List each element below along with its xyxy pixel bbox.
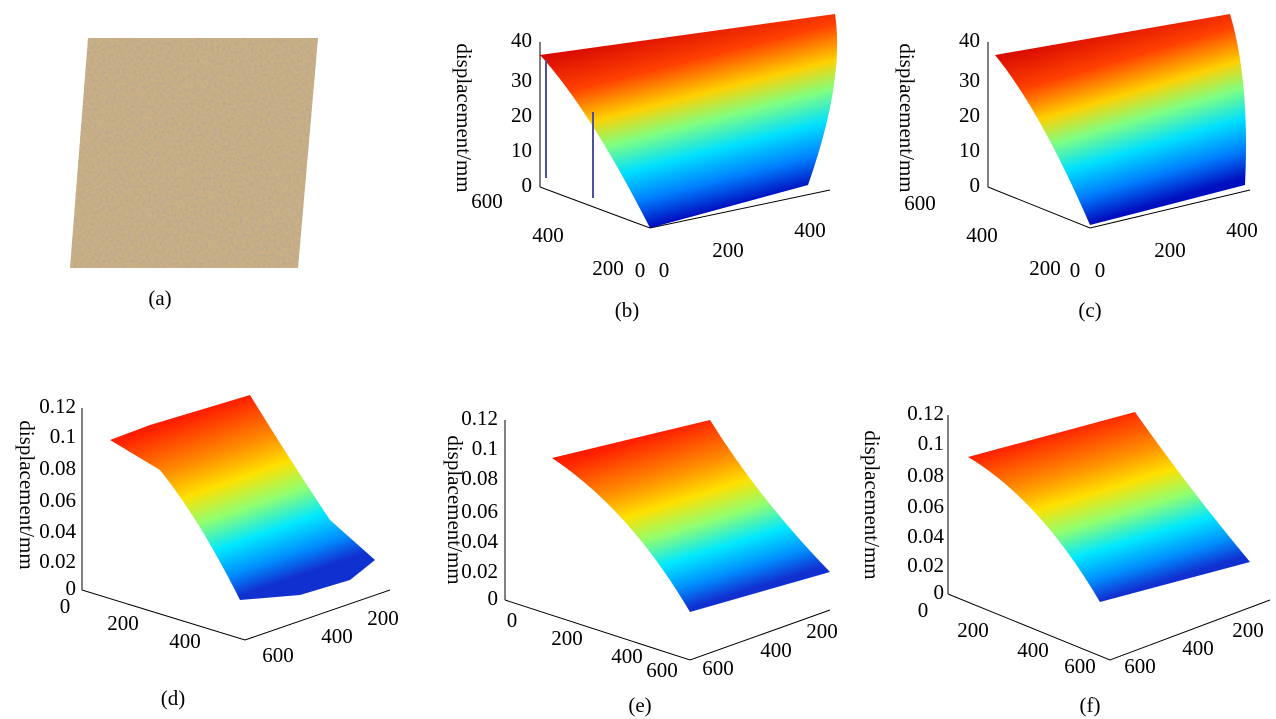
z-tick-label: 0.02 [39, 549, 76, 573]
x-tick-label: 200 [107, 611, 139, 635]
panel-label: (f) [1080, 693, 1101, 717]
z-tick-label: 0.08 [907, 463, 944, 487]
y-tick-label: 0 [1095, 258, 1106, 282]
z-tick-label: 0.06 [39, 488, 76, 512]
x-tick-label: 600 [471, 189, 503, 213]
panel-label: (d) [161, 686, 186, 710]
z-tick-label: 10 [959, 138, 980, 162]
y-tick-label: 600 [262, 643, 294, 667]
z-tick-label: 0 [522, 173, 533, 197]
z-tick-label: 0.02 [907, 553, 944, 577]
z-tick-label: 0.1 [918, 431, 944, 455]
x-tick-label: 0 [918, 598, 929, 622]
y-tick-label: 200 [367, 606, 399, 630]
y-tick-label: 600 [702, 656, 734, 680]
y-tick-label: 400 [1182, 636, 1214, 660]
y-tick-label: 200 [806, 619, 838, 643]
z-tick-label: 0.04 [907, 524, 944, 548]
x-tick-label: 400 [611, 644, 643, 668]
z-tick-label: 0 [934, 580, 945, 604]
panel-label: (e) [628, 693, 651, 717]
z-tick-label: 0.1 [472, 436, 498, 460]
z-axis-label: displacement/mm [452, 43, 476, 192]
z-tick-label: 0.12 [461, 406, 498, 430]
z-tick-label: 10 [511, 138, 532, 162]
z-tick-label: 0.1 [50, 424, 76, 448]
x-tick-label: 0 [635, 258, 646, 282]
z-tick-label: 0.08 [461, 466, 498, 490]
x-tick-label: 200 [592, 256, 624, 280]
x-tick-label: 0 [1070, 258, 1081, 282]
z-tick-label: 0 [970, 173, 981, 197]
z-tick-label: 0.06 [461, 499, 498, 523]
y-tick-label: 600 [1124, 654, 1156, 678]
z-tick-label: 0.12 [39, 394, 76, 418]
z-tick-label: 40 [959, 28, 980, 52]
z-axis-label: displacement/mm [15, 420, 39, 569]
z-tick-label: 30 [959, 68, 980, 92]
y-tick-label: 0 [659, 258, 670, 282]
x-tick-label: 400 [169, 629, 201, 653]
z-tick-label: 20 [959, 103, 980, 127]
z-axis-label: displacement/mm [443, 435, 467, 584]
z-tick-label: 0.08 [39, 456, 76, 480]
x-tick-label: 400 [532, 223, 564, 247]
y-tick-label: 200 [712, 238, 744, 262]
z-tick-label: 40 [511, 28, 532, 52]
x-tick-label: 0 [60, 594, 71, 618]
x-tick-label: 600 [646, 658, 678, 682]
panel-label: (c) [1078, 298, 1101, 322]
x-tick-label: 600 [904, 191, 936, 215]
z-tick-label: 0 [66, 576, 77, 600]
z-tick-label: 0.04 [461, 529, 498, 553]
panel-label: (a) [148, 286, 171, 310]
z-tick-label: 0.12 [907, 401, 944, 425]
surface-plot-d [81, 395, 391, 641]
y-tick-label: 400 [760, 638, 792, 662]
panel-label: (b) [615, 298, 640, 322]
speckle-image [70, 38, 318, 268]
y-tick-label: 400 [1226, 218, 1258, 242]
z-tick-label: 0.02 [461, 559, 498, 583]
x-tick-label: 0 [507, 608, 518, 632]
y-tick-label: 200 [1154, 238, 1186, 262]
x-tick-label: 200 [957, 618, 989, 642]
z-tick-label: 20 [511, 103, 532, 127]
z-tick-label: 0.04 [39, 519, 76, 543]
z-tick-label: 0 [488, 586, 499, 610]
x-tick-label: 200 [551, 626, 583, 650]
surface-plot-e [504, 420, 831, 661]
y-tick-label: 400 [794, 218, 826, 242]
z-axis-label: displacement/mm [895, 43, 919, 192]
x-tick-label: 400 [966, 223, 998, 247]
z-tick-label: 30 [511, 68, 532, 92]
z-tick-label: 0.06 [907, 494, 944, 518]
y-tick-label: 400 [321, 624, 353, 648]
surface-plot-b [539, 14, 838, 229]
x-tick-label: 200 [1029, 256, 1061, 280]
x-tick-label: 600 [1064, 654, 1096, 678]
surface-plot-c [987, 14, 1251, 229]
surface-plot-f [947, 412, 1271, 661]
z-axis-label: displacement/mm [860, 430, 884, 579]
y-tick-label: 200 [1232, 618, 1264, 642]
x-tick-label: 400 [1017, 638, 1049, 662]
